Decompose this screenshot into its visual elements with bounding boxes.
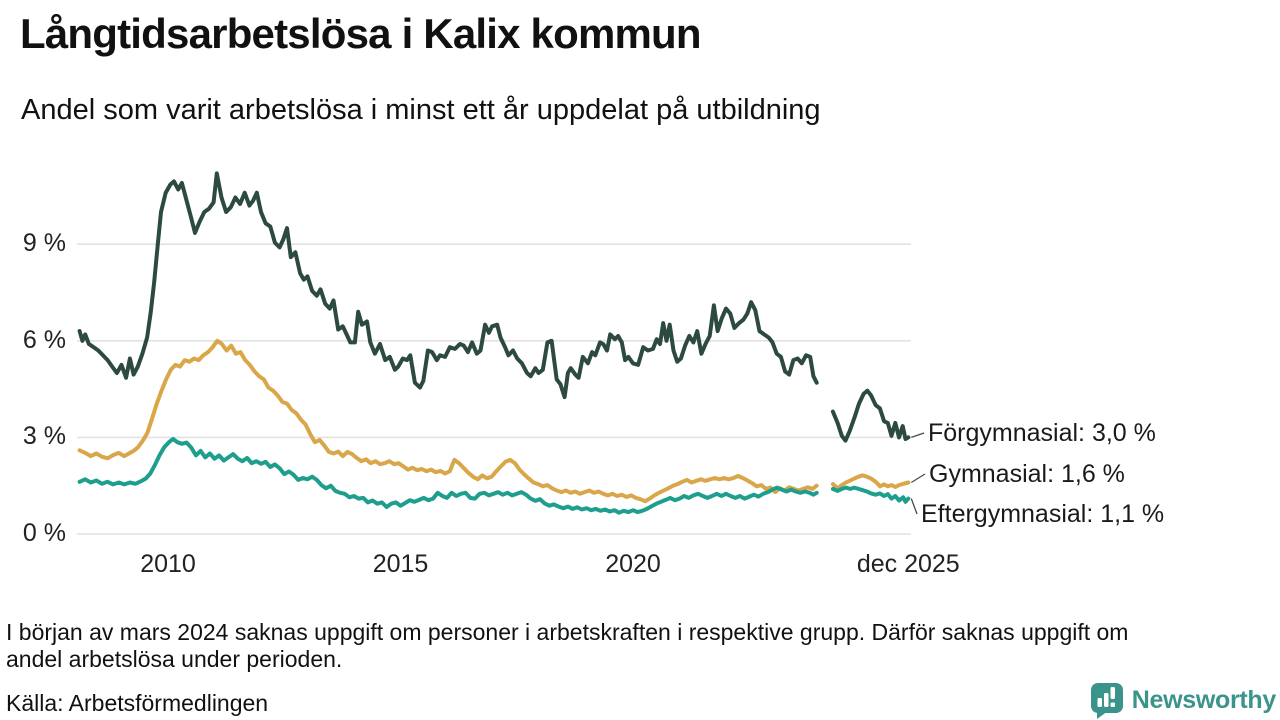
newsworthy-logo[interactable]: Newsworthy	[1088, 681, 1276, 719]
y-tick-label: 9 %	[22, 229, 66, 258]
series-line-eftergymnasial	[77, 437, 911, 515]
leader-line-eftergymnasial	[910, 498, 918, 515]
chart-title: Långtidsarbetslösa i Kalix kommun	[20, 10, 702, 57]
leader-line-gymnasial	[910, 473, 926, 484]
newsworthy-wordmark: Newsworthy	[1131, 685, 1277, 714]
series-end-label-eftergymnasial: Eftergymnasial: 1,1 %	[921, 500, 1165, 528]
y-tick-label: 0 %	[22, 519, 66, 547]
y-tick-label: 3 %	[22, 422, 66, 451]
newsworthy-bubble-chart-icon	[1088, 681, 1126, 719]
x-tick-label: 2015	[372, 550, 429, 578]
series-line-forgymnasial	[77, 171, 911, 443]
x-tick-label: dec 2025	[856, 550, 960, 578]
chart-subtitle: Andel som varit arbetslösa i minst ett å…	[21, 94, 821, 126]
series-end-label-forgymnasial: Förgymnasial: 3,0 %	[928, 419, 1156, 447]
footnote: I början av mars 2024 saknas uppgift om …	[6, 619, 1128, 673]
series-end-label-gymnasial: Gymnasial: 1,6 %	[929, 460, 1125, 488]
footnote-line: I början av mars 2024 saknas uppgift om …	[6, 619, 1129, 645]
x-tick-label: 2020	[605, 550, 661, 578]
y-tick-label: 6 %	[22, 325, 66, 354]
x-tick-label: 2010	[140, 550, 196, 578]
series-line-gymnasial	[77, 338, 911, 504]
footnote-line: andel arbetslösa under perioden.	[6, 646, 343, 672]
source-label: Källa: Arbetsförmedlingen	[6, 690, 269, 716]
leader-line-forgymnasial	[911, 432, 925, 439]
